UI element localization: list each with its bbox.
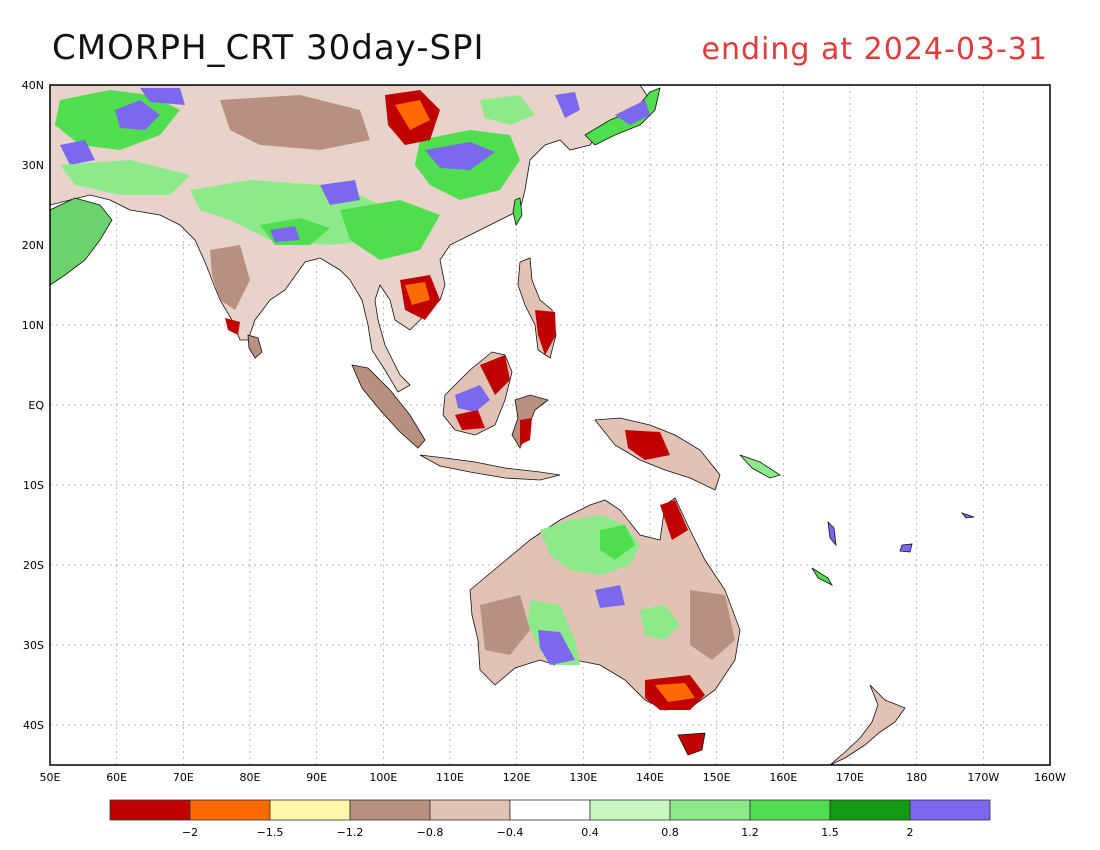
new-caledonia — [811, 567, 834, 586]
dry-patch — [225, 318, 240, 335]
lon-tick-label: 160W — [1034, 771, 1066, 784]
lat-tick-label: 20S — [23, 559, 44, 572]
lat-tick-label: EQ — [28, 399, 44, 412]
colorbar: −2 −1.5 −1.2 −0.8 −0.4 0.4 0.8 1.2 1.5 2 — [109, 799, 991, 839]
lat-tick-label: 40N — [22, 79, 44, 92]
colorbar-label: 2 — [907, 826, 914, 839]
colorbar-label: −0.4 — [497, 826, 524, 839]
lon-tick-label: 80E — [240, 771, 261, 784]
lon-tick-label: 90E — [306, 771, 327, 784]
dry-patch — [625, 430, 670, 460]
colorbar-label: −1.2 — [337, 826, 364, 839]
java — [419, 454, 561, 481]
wet-patch — [455, 385, 490, 412]
lat-tick-label: 30N — [22, 159, 44, 172]
land-masses — [50, 85, 975, 765]
map-title: CMORPH_CRT 30day-SPI — [52, 28, 485, 68]
fiji — [899, 543, 913, 553]
wet-patch — [270, 226, 300, 242]
wet-patch — [320, 180, 360, 205]
wet-patch — [615, 100, 650, 125]
wet-patch — [55, 90, 180, 150]
lon-tick-label: 70E — [173, 771, 194, 784]
lon-tick-label: 120E — [503, 771, 531, 784]
wet-patch — [60, 140, 95, 165]
dry-patch — [520, 418, 532, 445]
lon-tick-label: 50E — [40, 771, 61, 784]
lon-tick-label: 170W — [967, 771, 999, 784]
wet-patch — [340, 200, 440, 260]
dry-patch — [455, 410, 485, 430]
new-zealand — [829, 684, 906, 765]
colorbar-swatch — [349, 799, 431, 821]
wet-patch — [425, 142, 495, 170]
wet-patch — [538, 630, 575, 665]
map-date: ending at 2024-03-31 — [701, 32, 1048, 67]
dry-patch — [535, 310, 556, 355]
lon-tick-label: 160E — [769, 771, 797, 784]
lat-tick-label: 30S — [23, 639, 44, 652]
dry-patch — [690, 590, 735, 660]
lat-tick-label: 20N — [22, 239, 44, 252]
lon-tick-label: 170E — [836, 771, 864, 784]
colorbar-swatch — [109, 799, 191, 821]
colorbar-swatch — [829, 799, 911, 821]
lon-tick-label: 180 — [906, 771, 927, 784]
dry-patch — [480, 595, 530, 655]
dry-patch — [655, 683, 695, 702]
colorbar-swatch — [269, 799, 351, 821]
dry-patch — [660, 500, 688, 540]
lat-tick-label: 10S — [23, 479, 44, 492]
vanuatu — [827, 520, 837, 547]
colorbar-swatch — [749, 799, 831, 821]
colorbar-label: −0.8 — [417, 826, 444, 839]
sri-lanka — [247, 334, 263, 359]
taiwan — [512, 197, 523, 227]
colorbar-label: −2 — [182, 826, 198, 839]
map-frame — [49, 84, 1051, 766]
solomon-islands — [739, 454, 781, 479]
lon-tick-label: 150E — [703, 771, 731, 784]
arabia-landmass — [50, 197, 113, 286]
colorbar-label: −1.5 — [257, 826, 284, 839]
lat-tick-label: 40S — [23, 719, 44, 732]
colorbar-swatch — [669, 799, 751, 821]
lat-tick-label: 10N — [22, 319, 44, 332]
wet-patch — [600, 525, 635, 560]
dry-patch — [365, 375, 395, 410]
colorbar-label: 0.8 — [661, 826, 679, 839]
dry-patch — [405, 282, 430, 305]
colorbar-swatch — [189, 799, 271, 821]
colorbar-label: 1.5 — [821, 826, 839, 839]
latitude-labels: 40N 30N 20N 10N EQ 10S 20S 30S 40S — [22, 79, 45, 732]
lon-tick-label: 130E — [569, 771, 597, 784]
colorbar-swatch — [509, 799, 591, 821]
wet-patch — [480, 95, 535, 125]
wet-patch — [115, 100, 160, 130]
dry-patch — [210, 245, 250, 310]
colorbar-label: 1.2 — [741, 826, 759, 839]
colorbar-swatch — [429, 799, 511, 821]
dry-patch — [220, 95, 370, 150]
dry-patch — [480, 355, 510, 395]
colorbar-swatch — [589, 799, 671, 821]
samoa — [960, 512, 975, 519]
wet-patch — [140, 88, 185, 105]
lon-tick-label: 110E — [436, 771, 464, 784]
wet-patch — [640, 605, 680, 640]
lon-tick-label: 140E — [636, 771, 664, 784]
tasmania — [677, 732, 706, 756]
dry-patch — [395, 100, 430, 130]
longitude-labels: 50E 60E 70E 80E 90E 100E 110E 120E 130E 140E 150E 1… — [40, 771, 1067, 784]
lon-tick-label: 100E — [369, 771, 397, 784]
wet-patch — [60, 160, 190, 195]
wet-patch — [595, 585, 625, 608]
precip-anomaly-patches — [55, 88, 735, 710]
colorbar-swatch — [909, 799, 991, 821]
lon-tick-label: 60E — [106, 771, 127, 784]
colorbar-label: 0.4 — [581, 826, 599, 839]
wet-patch — [555, 92, 580, 118]
